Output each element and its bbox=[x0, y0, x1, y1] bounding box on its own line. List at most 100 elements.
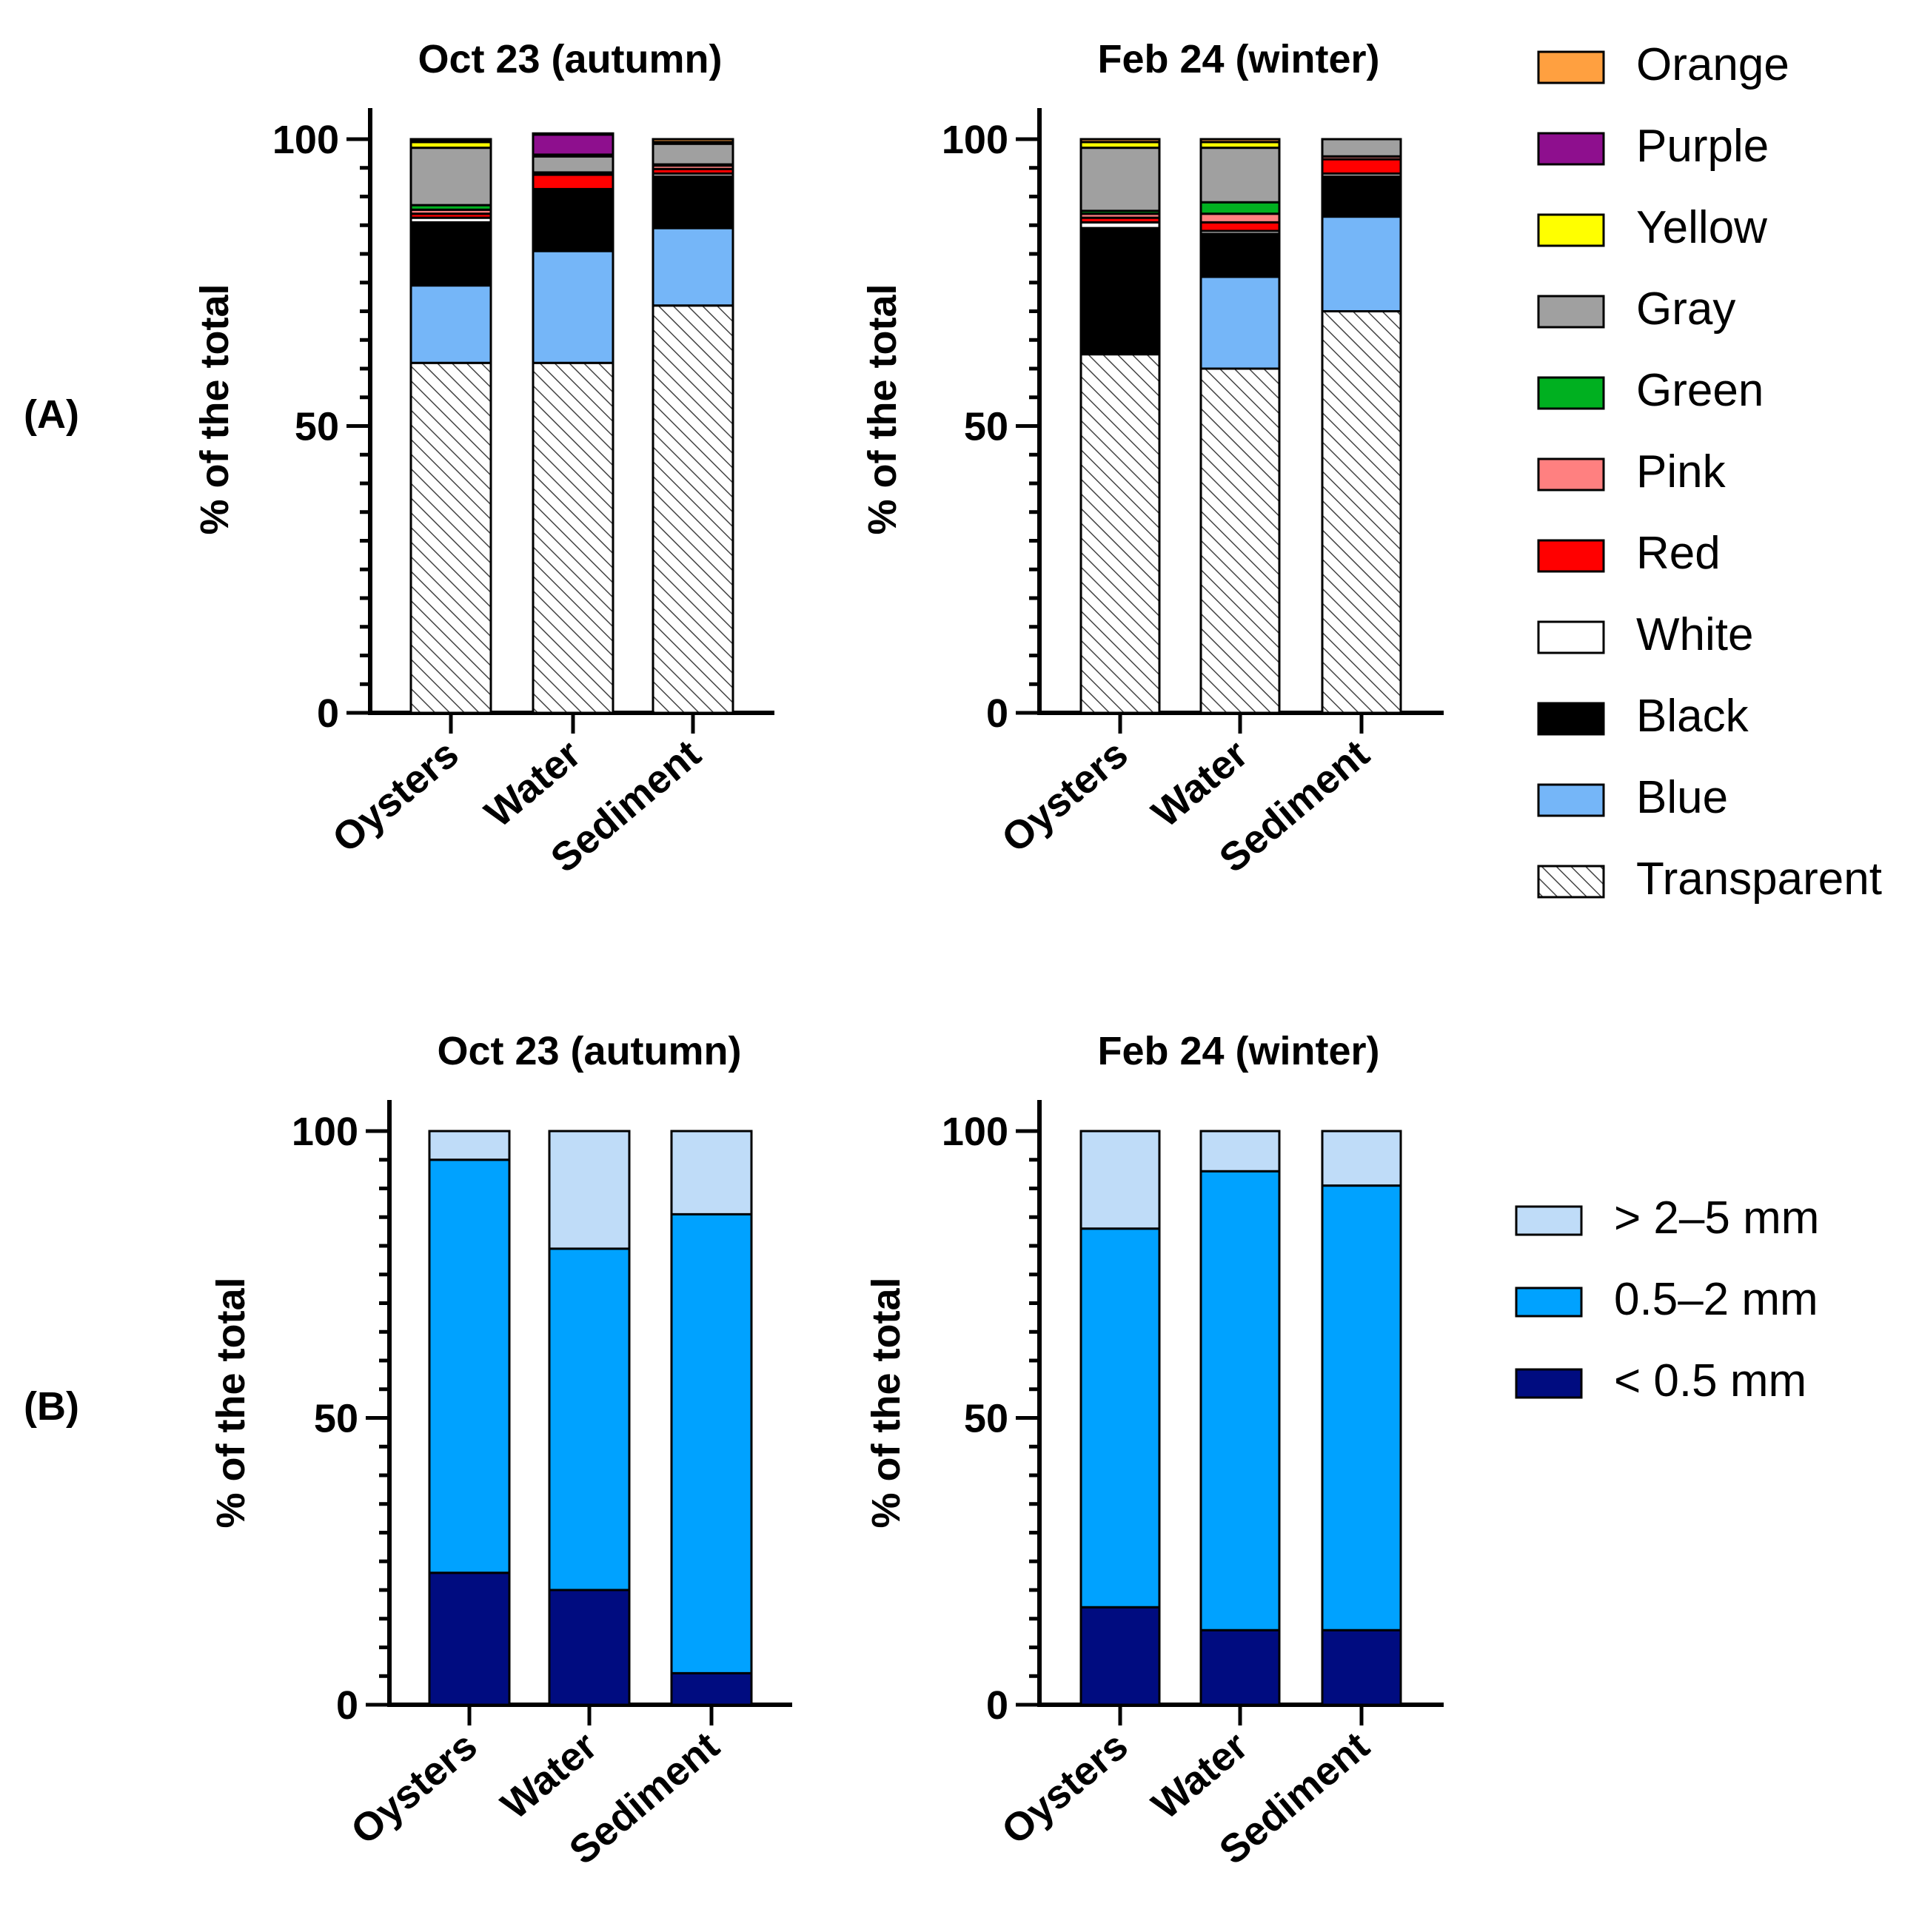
y-tick-label: 50 bbox=[314, 1397, 358, 1441]
y-tick-label: 50 bbox=[964, 1397, 1008, 1441]
bar-segment-orange-water bbox=[532, 132, 614, 136]
legend-label-pink: Pink bbox=[1636, 446, 1727, 497]
bar-segment-transparent-oysters bbox=[1079, 353, 1161, 714]
chart-title: Oct 23 (autumn) bbox=[437, 1029, 741, 1073]
bar-segment-2-5-mm-water bbox=[548, 1130, 631, 1250]
legend-swatch-red bbox=[1537, 539, 1605, 573]
y-tick-label: 50 bbox=[964, 405, 1008, 449]
chart-title: Feb 24 (winter) bbox=[1097, 1029, 1379, 1073]
y-tick-label: 0 bbox=[336, 1683, 358, 1728]
bar-segment-gray-sediment bbox=[652, 142, 734, 166]
y-axis-label: % of the total bbox=[209, 1278, 253, 1529]
bar-segment-black-sediment bbox=[1321, 175, 1402, 218]
bar-segment-gray-oysters bbox=[409, 147, 492, 207]
bar-segment-green-water bbox=[1199, 201, 1281, 215]
legend-swatch-transparent bbox=[1537, 865, 1605, 899]
bar-segment-0-5-2-mm-water bbox=[548, 1247, 631, 1591]
bar-segment-gray-sediment bbox=[1321, 138, 1402, 158]
bar-segment-black-oysters bbox=[1079, 227, 1161, 356]
bar-segment-2-5-mm-water bbox=[1199, 1130, 1281, 1173]
chart-a-feb24: Feb 24 (winter) % of the total 0 50 100 Oyste… bbox=[860, 37, 1444, 881]
legend-label-gt-2-5-mm: > 2–5 mm bbox=[1614, 1193, 1819, 1244]
chart-title: Feb 24 (winter) bbox=[1097, 37, 1379, 81]
legend-label-white: White bbox=[1636, 609, 1753, 660]
bar-segment-transparent-sediment bbox=[1321, 310, 1402, 714]
bar-segment-2-5-mm-sediment bbox=[670, 1130, 753, 1215]
legend-swatch-blue bbox=[1537, 783, 1605, 817]
bar-segment-transparent-water bbox=[1199, 367, 1281, 714]
legend-label-gray: Gray bbox=[1636, 284, 1735, 335]
bar-segment-0-5-2-mm-water bbox=[1199, 1170, 1281, 1631]
legend-label-purple: Purple bbox=[1636, 121, 1769, 172]
bar-segment-transparent-water bbox=[532, 361, 614, 714]
bar-segment-0-5-2-mm-oysters bbox=[428, 1158, 511, 1574]
x-tick-label-oysters: Oysters bbox=[994, 1723, 1136, 1853]
bar-segment-red-water bbox=[1199, 221, 1281, 232]
bar-segment-gray-oysters bbox=[1079, 147, 1161, 212]
bar-segment-0-5-mm-water bbox=[1199, 1629, 1281, 1706]
x-tick-label-water: Water bbox=[1144, 1723, 1256, 1828]
legend-swatch-lt-0-5-mm bbox=[1515, 1368, 1583, 1399]
y-tick-label: 100 bbox=[292, 1110, 358, 1154]
bar-segment-black-water bbox=[1199, 232, 1281, 278]
x-tick-label-water: Water bbox=[477, 731, 589, 836]
y-tick-label: 100 bbox=[942, 1110, 1008, 1154]
bar-segment-blue-water bbox=[1199, 275, 1281, 370]
legend-swatch-green bbox=[1537, 376, 1605, 410]
y-tick-label: 0 bbox=[986, 691, 1008, 736]
bar-segment-transparent-oysters bbox=[409, 361, 492, 714]
bar-segment-gray-water bbox=[1199, 147, 1281, 204]
legend-label-yellow: Yellow bbox=[1636, 202, 1767, 253]
x-tick-label-oysters: Oysters bbox=[994, 731, 1136, 861]
bar-segment-black-sediment bbox=[652, 175, 734, 229]
legend-label-black: Black bbox=[1636, 691, 1749, 742]
legend-label-transparent: Transparent bbox=[1636, 853, 1882, 905]
bar-segment-black-oysters bbox=[409, 221, 492, 287]
bar-segment-transparent-sediment bbox=[652, 304, 734, 714]
bar-segment-0-5-2-mm-sediment bbox=[1321, 1184, 1402, 1631]
legend-swatch-black bbox=[1537, 702, 1605, 736]
bar-segment-red-water bbox=[532, 173, 614, 190]
bar-segment-purple-water bbox=[532, 133, 614, 156]
bar-segment-0-5-mm-sediment bbox=[670, 1671, 753, 1706]
legend-label-blue: Blue bbox=[1636, 772, 1728, 823]
bar-segment-blue-oysters bbox=[409, 284, 492, 364]
bar-segment-2-5-mm-oysters bbox=[1079, 1130, 1161, 1230]
legend-label-red: Red bbox=[1636, 528, 1721, 579]
panel-label-a: (A) bbox=[24, 392, 79, 437]
x-tick-label-water: Water bbox=[493, 1723, 606, 1828]
chart-b-oct23: Oct 23 (autumn) % of the total 0 50 100 Oyste… bbox=[209, 1029, 792, 1873]
bar-segment-2-5-mm-sediment bbox=[1321, 1130, 1402, 1187]
y-axis-label: % of the total bbox=[864, 1278, 908, 1529]
bar-segment-0-5-mm-oysters bbox=[428, 1572, 511, 1706]
bar-segment-blue-water bbox=[532, 249, 614, 364]
bar-segment-2-5-mm-oysters bbox=[428, 1130, 511, 1161]
bar-segment-0-5-mm-water bbox=[548, 1589, 631, 1706]
bar-segment-0-5-2-mm-sediment bbox=[670, 1212, 753, 1674]
bar-segment-0-5-mm-oysters bbox=[1079, 1606, 1161, 1706]
bar-segment-orange-oysters bbox=[409, 138, 492, 142]
legend-swatch-orange bbox=[1537, 50, 1605, 84]
chart-title: Oct 23 (autumn) bbox=[418, 37, 722, 81]
legend-label-lt-0-5-mm: < 0.5 mm bbox=[1614, 1355, 1806, 1406]
legend-swatch-yellow bbox=[1537, 213, 1605, 247]
bar-segment-0-5-2-mm-oysters bbox=[1079, 1227, 1161, 1609]
bar-segment-orange-oysters bbox=[1079, 138, 1161, 144]
bar-segment-0-5-mm-sediment bbox=[1321, 1629, 1402, 1706]
chart-b-feb24: Feb 24 (winter) % of the total 0 50 100 Oyste… bbox=[864, 1029, 1444, 1873]
y-tick-label: 50 bbox=[295, 405, 339, 449]
legend-sizes: > 2–5 mm 0.5–2 mm < 0.5 mm bbox=[1515, 1193, 1819, 1406]
legend-swatch-purple bbox=[1537, 132, 1605, 166]
bar-segment-blue-sediment bbox=[652, 227, 734, 307]
y-tick-label: 0 bbox=[986, 1683, 1008, 1728]
legend-swatch-gt-2-5-mm bbox=[1515, 1205, 1583, 1236]
bar-segment-black-water bbox=[532, 189, 614, 252]
bar-segment-orange-sediment bbox=[652, 138, 734, 144]
legend-colors: Orange Purple Yellow Gray Green Pink Red White B… bbox=[1537, 39, 1882, 905]
legend-label-0-5-2-mm: 0.5–2 mm bbox=[1614, 1274, 1818, 1325]
bar-segment-red-sediment bbox=[1321, 158, 1402, 175]
bar-segment-gray-water bbox=[532, 155, 614, 174]
y-tick-label: 100 bbox=[272, 118, 339, 162]
x-tick-label-oysters: Oysters bbox=[343, 1723, 486, 1853]
